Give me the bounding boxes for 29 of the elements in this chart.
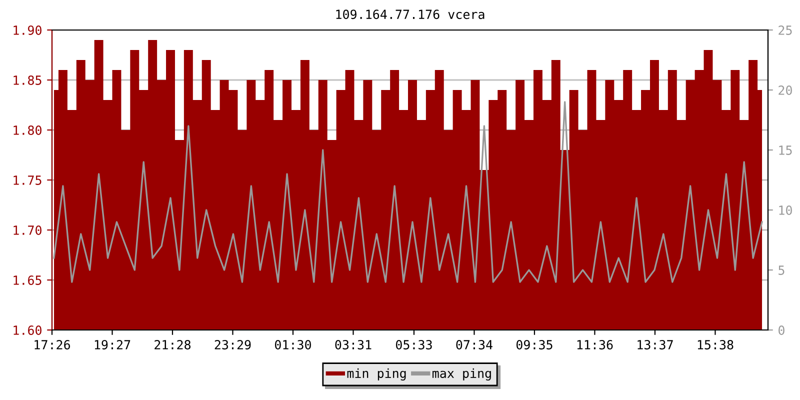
y-tick-label: 1.85 xyxy=(14,76,42,85)
x-tick-label: 09:35 xyxy=(516,340,552,350)
x-tick-label: 11:36 xyxy=(577,340,613,350)
y-tick-label: 1.75 xyxy=(14,176,42,185)
y2-tick-label: 0 xyxy=(778,326,784,335)
y-tick-label: 1.90 xyxy=(14,26,42,35)
y-tick-label: 1.60 xyxy=(14,326,42,335)
x-tick-label: 15:38 xyxy=(698,340,734,350)
x-tick-label: 17:26 xyxy=(34,340,70,350)
y2-tick-label: 20 xyxy=(778,86,792,95)
x-tick-label: 03:31 xyxy=(335,340,372,350)
y-tick-label: 1.80 xyxy=(14,126,42,135)
x-tick-label: 01:30 xyxy=(274,340,311,350)
y-tick-label: 1.70 xyxy=(14,226,42,235)
line-series xyxy=(53,101,763,283)
x-tick-label: 13:37 xyxy=(638,340,673,350)
x-tick-label: 19:27 xyxy=(94,340,130,350)
legend-label: max ping xyxy=(432,368,491,380)
x-tick-label: 05:33 xyxy=(396,340,432,350)
chart-title: 109.164.77.176 vcera xyxy=(336,10,484,20)
y2-tick-label: 10 xyxy=(779,206,792,215)
y2-tick-label: 25 xyxy=(778,26,792,35)
x-tick-label: 23:29 xyxy=(214,340,251,350)
x-tick-label: 21:28 xyxy=(154,340,191,350)
x-tick-label: 07:34 xyxy=(456,340,492,350)
y2-tick-label: 5 xyxy=(778,266,784,275)
legend-label: min ping xyxy=(347,368,406,380)
y2-tick-label: 15 xyxy=(779,146,792,155)
y-tick-label: 1.65 xyxy=(14,276,42,285)
